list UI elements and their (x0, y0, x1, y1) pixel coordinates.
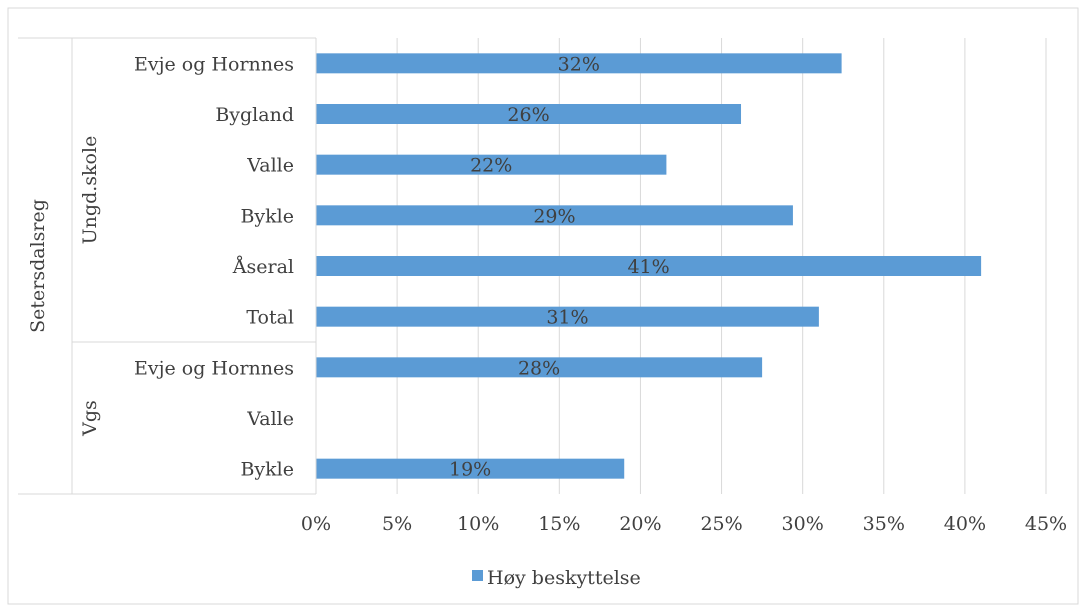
data-label: 19% (449, 459, 491, 481)
group-label: Ungd.skole (79, 136, 101, 245)
bar (316, 256, 982, 276)
data-label: 22% (470, 155, 512, 177)
x-tick-label: 30% (782, 513, 824, 535)
x-tick-label: 40% (944, 513, 986, 535)
category-axis: Evje og Hornnes Bygland Valle Bykle Åseral To… (18, 37, 317, 495)
legend-label: Høy beskyttelse (487, 567, 641, 589)
x-tick-label: 0% (301, 513, 331, 535)
bar (316, 104, 742, 124)
data-label: 32% (558, 53, 600, 75)
x-axis-ticks: 0% 5% 10% 15% 20% 25% 30% 35% 40% 45% (301, 513, 1067, 535)
x-tick-label: 20% (619, 513, 661, 535)
bars (316, 53, 982, 479)
bar (316, 357, 763, 378)
bar (316, 458, 625, 479)
bar (316, 306, 819, 327)
x-tick-label: 35% (863, 513, 905, 535)
bar (316, 53, 842, 74)
category-label: Valle (246, 408, 294, 430)
category-label: Valle (246, 155, 294, 177)
category-label: Bykle (240, 459, 294, 481)
data-label: 29% (533, 205, 575, 227)
category-label: Evje og Hornnes (134, 53, 294, 75)
category-label: Bykle (240, 205, 294, 227)
data-label: 28% (518, 357, 560, 379)
x-tick-label: 25% (700, 513, 742, 535)
x-tick-label: 10% (457, 513, 499, 535)
bar (316, 154, 667, 175)
data-labels: 32% 26% 22% 29% 41% 31% 28% 19% (449, 53, 670, 480)
outer-group-label: Setersdalsreg (27, 199, 49, 333)
x-tick-label: 15% (538, 513, 580, 535)
legend-swatch (472, 570, 483, 581)
category-label: Total (246, 307, 294, 329)
x-tick-label: 5% (382, 513, 412, 535)
category-label: Åseral (232, 256, 294, 278)
data-label: 31% (546, 307, 588, 329)
x-tick-label: 45% (1025, 513, 1067, 535)
bar (316, 205, 793, 226)
data-label: 26% (507, 104, 549, 126)
data-label: 41% (627, 256, 669, 278)
legend: Høy beskyttelse (472, 567, 641, 589)
category-label: Evje og Hornnes (134, 357, 294, 379)
group-label: Vgs (79, 400, 101, 437)
category-label: Bygland (215, 104, 294, 126)
